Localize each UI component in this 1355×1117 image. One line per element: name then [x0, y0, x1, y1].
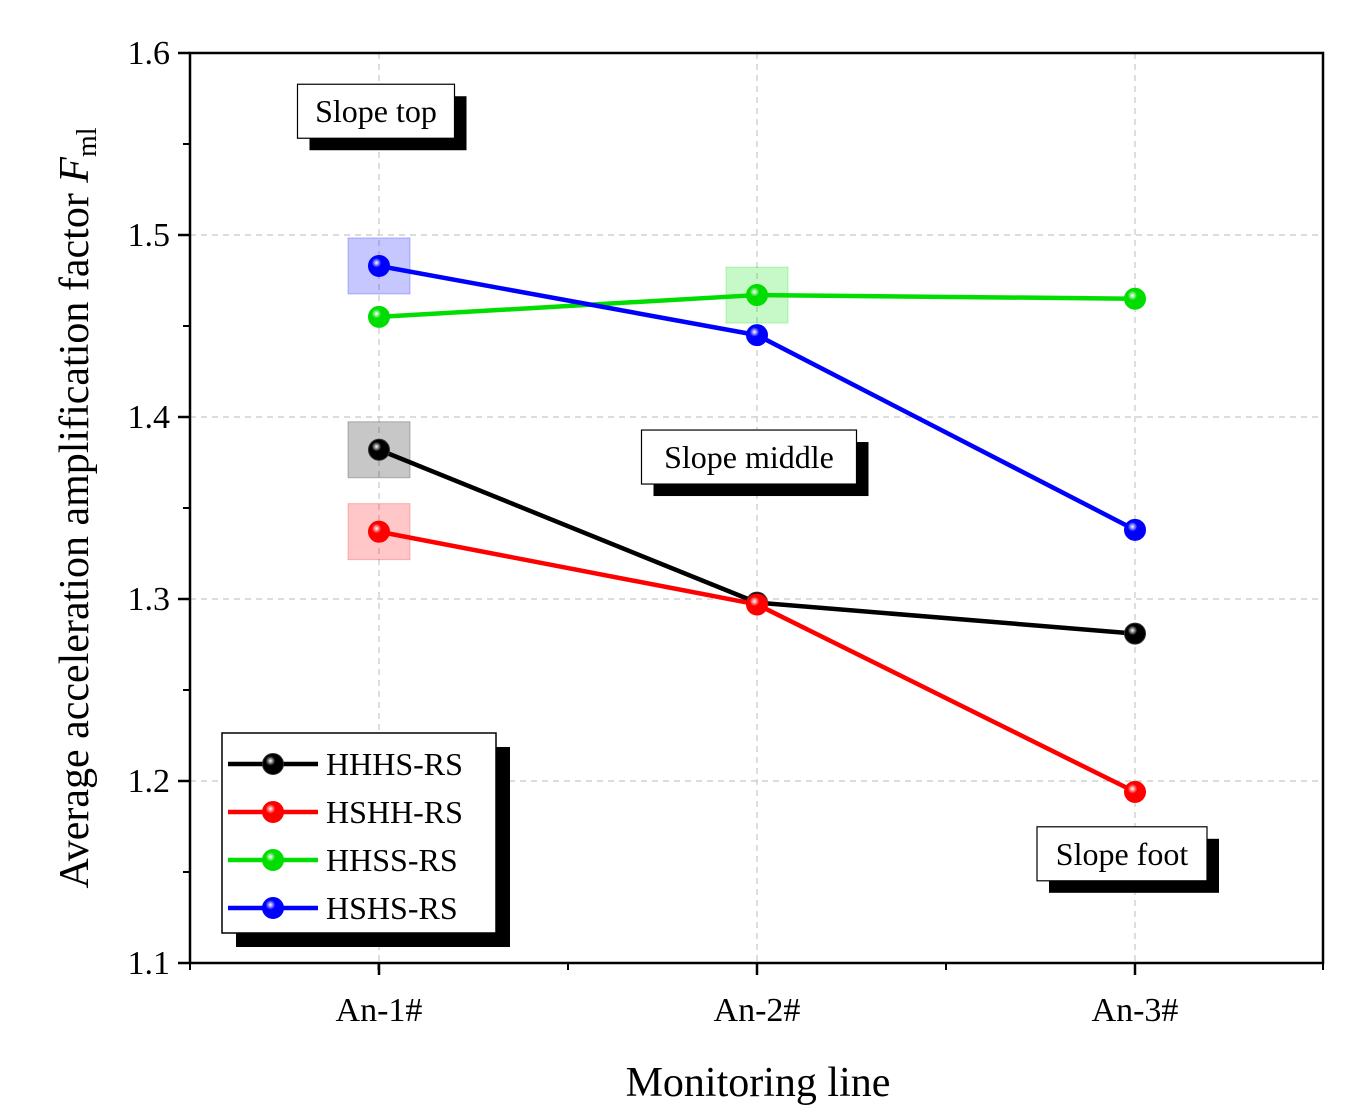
annotation-label: Slope top — [315, 93, 437, 129]
x-tick-label: An-1# — [336, 992, 423, 1029]
legend-swatch-marker — [262, 849, 284, 871]
data-point — [746, 324, 768, 347]
data-point — [368, 520, 390, 543]
legend-swatch-marker — [262, 897, 284, 919]
y-axis-title: Average acceleration amplification facto… — [52, 127, 103, 888]
x-axis-title: Monitoring line — [626, 1060, 891, 1106]
data-point — [1124, 622, 1146, 645]
axes: 1.1 1.2 1.3 1.4 1.5 1.6 An-1# An-2# An-3# — [128, 35, 1324, 1029]
y-tick-label: 1.5 — [128, 217, 171, 254]
legend-label: HSHH-RS — [326, 794, 463, 830]
data-point — [746, 593, 768, 616]
data-point — [368, 305, 390, 328]
annotation-box — [640, 429, 858, 485]
data-point — [1124, 518, 1146, 541]
svg-text:Average acceleration amplifica: Average acceleration amplification facto… — [52, 127, 103, 888]
series-lines — [368, 254, 1146, 803]
legend-swatch-marker — [262, 801, 284, 823]
highlight-boxes — [347, 237, 789, 561]
y-axis-title-symbol: F — [52, 157, 98, 184]
annotation-label: Slope middle — [664, 439, 834, 475]
y-tick-label: 1.4 — [128, 399, 171, 436]
y-tick-label: 1.1 — [128, 945, 171, 982]
annotations: Slope top Slope middle Slope foot — [296, 83, 1219, 893]
data-point — [1124, 780, 1146, 803]
data-point — [368, 254, 390, 277]
legend-label: HHSS-RS — [326, 842, 458, 878]
x-tick-label: An-2# — [714, 992, 801, 1029]
legend-swatch-marker — [262, 753, 284, 775]
legend-label: HSHS-RS — [326, 890, 458, 926]
y-axis-title-text: Average acceleration amplification facto… — [52, 183, 98, 889]
annotation-label: Slope foot — [1056, 836, 1189, 872]
y-tick-label: 1.2 — [128, 763, 171, 800]
annotation-box — [296, 83, 456, 139]
annotation-box — [1036, 826, 1208, 882]
y-axis-title-subscript: ml — [72, 127, 103, 157]
y-tick-label: 1.3 — [128, 581, 171, 618]
data-point — [746, 284, 768, 307]
legend-label: HHHS-RS — [326, 746, 463, 782]
y-tick-label: 1.6 — [128, 35, 171, 72]
legend: HHHS-RS HSHH-RS HHSS-RS HSHS-RS — [221, 732, 510, 947]
data-point — [368, 438, 390, 461]
data-point — [1124, 287, 1146, 310]
x-tick-label: An-3# — [1092, 992, 1179, 1029]
